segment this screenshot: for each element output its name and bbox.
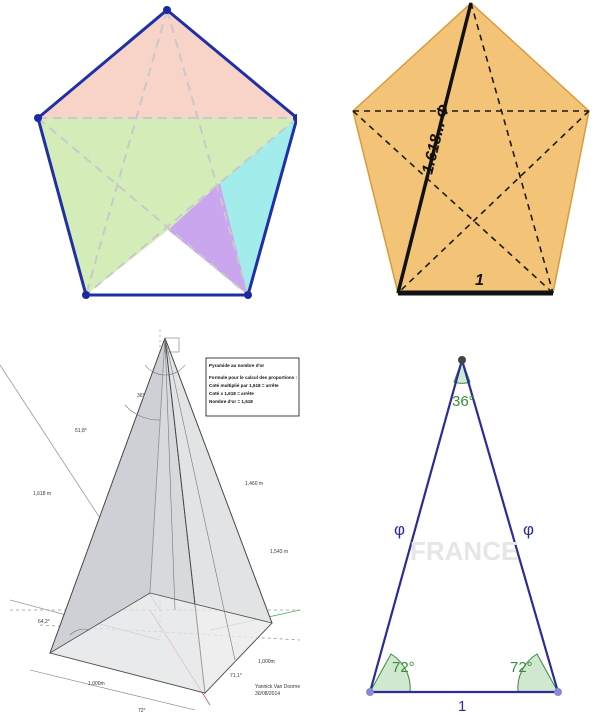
golden-triangle-figure: FRANCE 36° φ φ 72° 72° 1 [366,355,562,715]
info-box-line: Formule pour le calcul des proportions : [209,375,298,380]
left-base-angle-label: 72° [392,659,415,676]
base-right-point [554,688,562,696]
info-box-line: Coté x 1,618 = arrête [209,391,254,396]
base-side-label: 1,000m [258,659,275,665]
vertex-point [293,114,297,122]
pyramid-base [48,592,273,694]
golden-pyramid-panel: Pyramide au nombre d'or Formule pour le … [0,310,312,715]
colored-pentagon-figure [34,6,297,299]
right-side-label: φ [523,520,534,539]
base-label: 1 [458,698,466,715]
info-box [205,357,300,417]
golden-pentagon-figure: 1.618... Φ 1 [352,1,590,296]
golden-triangle-panel: FRANCE 36° φ φ 72° 72° 1 [312,310,595,715]
golden-pentagon-panel: 1.618... Φ 1 [297,0,595,310]
base-side-label: 1,000m [88,681,105,687]
base-angle-label: 64,2° [38,619,50,625]
height-label: 1,460 m [245,481,263,487]
apex-angle-label: 36° [452,393,475,410]
edge-length-label: 1,618 m [33,491,51,497]
pink-region [38,10,297,118]
slope-angle-label: 51,8° [75,428,87,434]
vertex-point [163,6,171,14]
pentagon-outline [36,8,297,297]
pentagram-diagonals [37,9,297,296]
bottom-angle-label: 72° [138,708,146,714]
author-label: Yannick Van Doorne [255,684,300,690]
pentagram-dashed [352,2,590,294]
apex-point [458,356,466,364]
colored-pentagon-panel [0,0,297,310]
info-box-title: Pyramide au nombre d'or [209,363,264,368]
side-label: 1 [475,272,484,289]
cyan-region [220,118,297,295]
height-label: 1,543 m [270,549,288,555]
parchment-pentagon [352,1,590,294]
purple-region [168,183,248,295]
golden-triangle-outline [368,355,560,694]
dimension-lines [29,337,236,711]
pyramid-figure: Pyramide au nombre d'or Formule pour le … [0,330,300,714]
green-region [38,118,297,295]
vertex-point [34,114,42,122]
apex-angle-label: 36° [137,393,145,399]
left-side-label: φ [394,520,405,539]
vertex-points [34,6,297,299]
info-box-line: Coté multiplié par 1,618 = arrête [209,383,279,388]
date-label: 30/08/2014 [255,691,280,697]
vertex-point [244,291,252,299]
vertex-point [82,291,90,299]
right-base-angle-label: 72° [510,659,533,676]
corner-angle-label: 71,1° [230,673,242,679]
pyramid-labels: 36° 51,8° 1,618 m 1,460 m 1,543 m 64,2° … [33,393,300,714]
watermark: FRANCE [410,536,518,566]
base-left-point [366,688,374,696]
diagonal-segment [396,2,473,294]
info-box-line: Nombre d'or = 1,618 [209,399,253,404]
info-box-text: Pyramide au nombre d'or Formule pour le … [209,363,298,404]
